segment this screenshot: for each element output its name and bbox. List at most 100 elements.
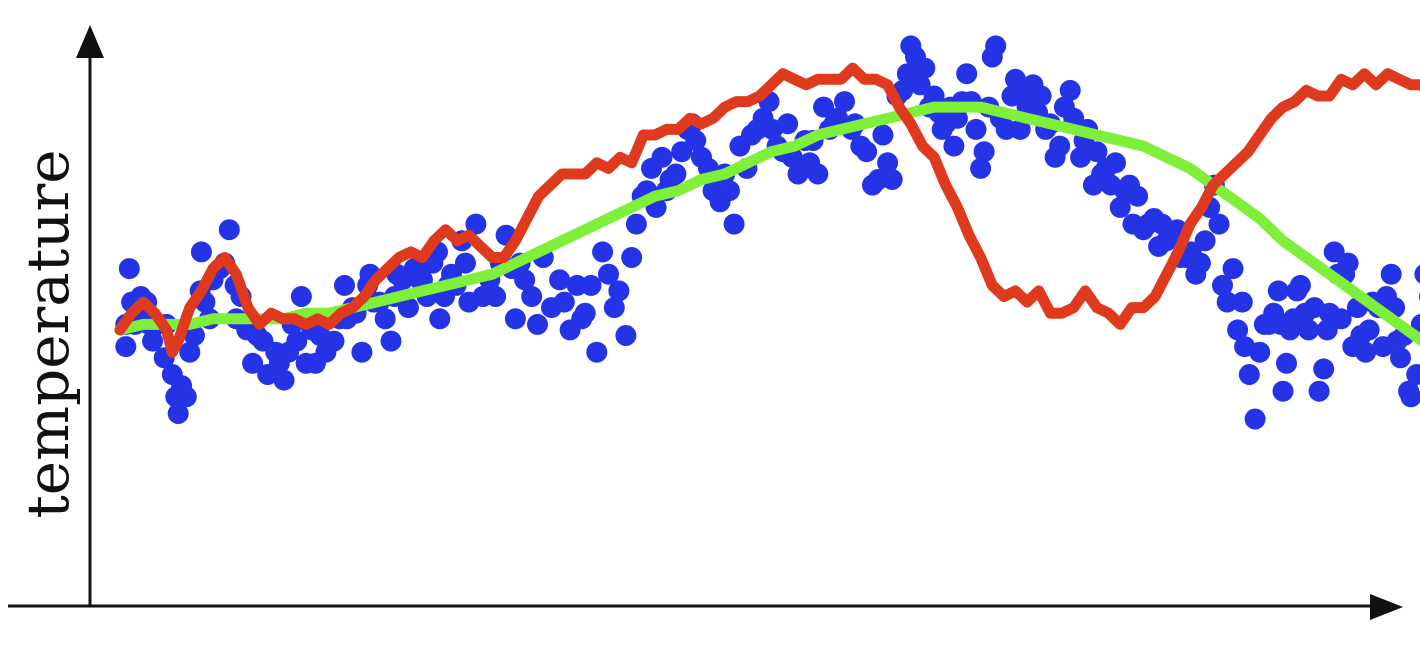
data-point xyxy=(965,118,987,140)
data-point xyxy=(1070,146,1092,168)
data-point xyxy=(286,330,308,352)
data-point xyxy=(1272,380,1294,402)
data-point xyxy=(142,330,164,352)
data-point xyxy=(1086,141,1108,163)
data-point xyxy=(985,35,1007,57)
data-point xyxy=(1231,291,1253,313)
data-point xyxy=(1216,291,1238,313)
data-point xyxy=(167,403,189,424)
data-point xyxy=(877,152,899,174)
data-point xyxy=(1267,280,1289,302)
data-point xyxy=(242,352,264,374)
data-point xyxy=(1212,274,1233,296)
data-point xyxy=(397,297,419,319)
data-point xyxy=(183,325,205,346)
data-point xyxy=(504,308,526,330)
data-point xyxy=(1194,230,1216,252)
data-point xyxy=(923,85,945,107)
data-point xyxy=(1109,196,1131,218)
data-point xyxy=(807,163,829,185)
data-point xyxy=(1049,135,1071,157)
data-point xyxy=(115,336,137,358)
data-point xyxy=(521,286,543,307)
data-point xyxy=(190,241,212,263)
fast-moving-average-path xyxy=(114,62,1420,358)
data-point xyxy=(970,157,992,179)
data-point xyxy=(118,258,140,280)
data-point xyxy=(218,219,240,241)
data-point xyxy=(598,263,619,285)
data-point xyxy=(1406,364,1420,385)
data-point xyxy=(1308,380,1330,402)
data-point xyxy=(175,386,197,408)
data-point xyxy=(621,247,643,268)
data-point xyxy=(834,91,855,113)
y-axis-label: temperature xyxy=(14,149,82,518)
data-point xyxy=(1059,79,1081,101)
data-point xyxy=(856,141,878,163)
data-point xyxy=(1127,185,1149,207)
y-axis-arrowhead xyxy=(76,25,104,58)
data-point xyxy=(1380,263,1402,285)
data-point xyxy=(323,330,345,352)
data-point xyxy=(685,130,707,151)
data-point xyxy=(718,180,740,202)
data-point xyxy=(1030,85,1052,107)
data-point xyxy=(1009,118,1031,140)
data-point xyxy=(1249,341,1271,363)
data-point xyxy=(1337,252,1359,274)
data-point xyxy=(334,274,355,296)
data-point xyxy=(1313,358,1335,380)
data-point xyxy=(956,63,978,85)
data-point xyxy=(574,302,596,324)
data-point xyxy=(909,74,931,96)
data-point xyxy=(813,96,835,118)
data-point xyxy=(592,241,614,263)
data-point xyxy=(1330,308,1352,330)
data-point xyxy=(485,286,507,307)
data-point xyxy=(625,213,647,235)
data-point xyxy=(914,57,936,79)
data-point xyxy=(872,124,894,146)
data-point xyxy=(374,308,396,330)
data-point xyxy=(1276,352,1297,374)
data-point xyxy=(553,291,575,313)
data-point xyxy=(1414,264,1420,284)
data-point xyxy=(943,135,965,157)
data-point xyxy=(603,297,625,319)
data-point xyxy=(723,213,745,235)
data-point xyxy=(651,146,673,168)
data-point xyxy=(615,325,637,346)
data-point xyxy=(1289,274,1311,296)
fast-moving-average-line xyxy=(114,62,1420,358)
data-point xyxy=(1358,319,1380,341)
data-point xyxy=(580,274,602,296)
data-point xyxy=(1400,386,1420,408)
data-point xyxy=(973,141,995,163)
data-point xyxy=(608,280,630,302)
data-point xyxy=(881,169,903,190)
data-point xyxy=(1227,319,1249,341)
data-point xyxy=(465,213,487,235)
x-axis-arrowhead xyxy=(1370,594,1403,620)
data-point xyxy=(454,252,476,274)
data-point xyxy=(1355,341,1377,363)
data-point xyxy=(179,341,201,363)
data-point xyxy=(586,341,608,363)
data-point xyxy=(380,330,402,352)
data-point xyxy=(1238,364,1260,385)
data-point xyxy=(1208,213,1230,235)
data-point xyxy=(671,141,693,163)
data-point xyxy=(1390,347,1411,369)
data-point xyxy=(1244,408,1266,430)
data-point xyxy=(777,113,799,135)
scatter-points xyxy=(115,35,1420,430)
data-point xyxy=(290,286,312,307)
data-point xyxy=(1316,319,1338,341)
data-point xyxy=(665,163,687,185)
axes xyxy=(8,25,1403,620)
data-point xyxy=(1105,152,1126,174)
data-point xyxy=(1222,258,1244,280)
data-point xyxy=(514,269,536,291)
data-point xyxy=(429,308,451,330)
